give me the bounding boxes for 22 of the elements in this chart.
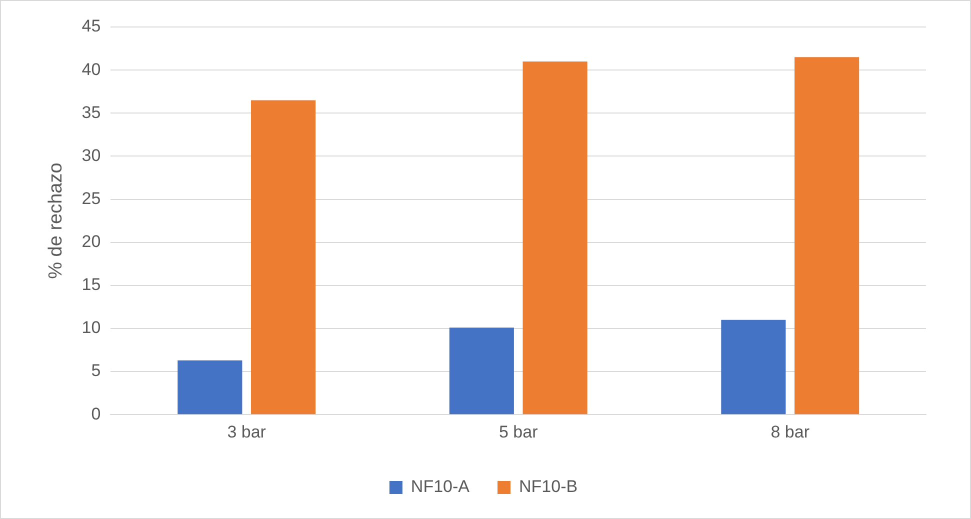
x-tick-label: 8 bar bbox=[770, 422, 810, 442]
bar bbox=[794, 57, 860, 414]
x-tick-label: 5 bar bbox=[498, 422, 538, 442]
y-axis-title: % de rechazo bbox=[46, 162, 67, 279]
y-tick-label: 40 bbox=[82, 60, 101, 79]
bar bbox=[721, 320, 786, 414]
y-tick-label: 45 bbox=[82, 16, 101, 36]
y-tick-label: 5 bbox=[91, 361, 101, 380]
legend-label: NF10-B bbox=[519, 477, 578, 496]
y-tick-label: 0 bbox=[91, 404, 101, 424]
x-tick-label: 3 bar bbox=[227, 422, 266, 442]
y-tick-label: 10 bbox=[82, 318, 101, 338]
y-tick-label: 15 bbox=[82, 275, 101, 294]
y-tick-label: 30 bbox=[82, 146, 101, 165]
legend-label: NF10-A bbox=[410, 477, 470, 496]
y-tick-label: 20 bbox=[82, 232, 101, 252]
y-tick-label: 25 bbox=[82, 188, 101, 208]
bar bbox=[522, 61, 588, 414]
bar bbox=[449, 328, 514, 414]
y-tick-label: 35 bbox=[82, 102, 101, 122]
bar bbox=[250, 100, 316, 414]
bar bbox=[178, 360, 242, 414]
